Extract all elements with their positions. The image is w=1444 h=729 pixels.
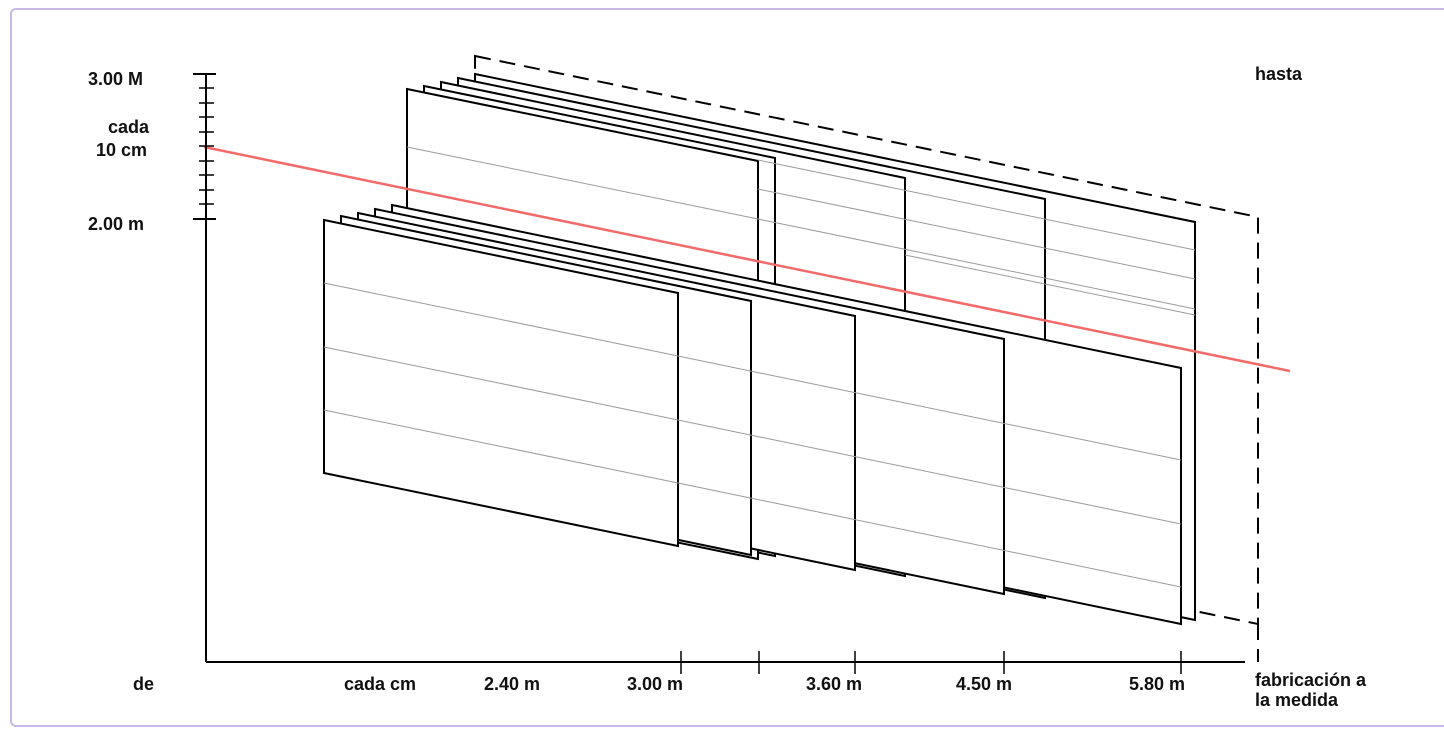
x-label-end-line2: la medida <box>1255 690 1339 710</box>
x-label-end-line1: fabricación a <box>1255 670 1367 690</box>
x-label-start: de <box>133 674 154 694</box>
upper-limit-label: hasta <box>1255 64 1303 84</box>
y-label-step-line1: cada <box>108 117 150 137</box>
x-axis-ticks <box>680 651 1182 674</box>
lower-grid-lines <box>323 282 1182 588</box>
lower-panel-stack <box>323 203 1182 626</box>
y-label-step-line2: 10 cm <box>96 140 147 160</box>
x-label-length-3: 3.60 m <box>806 674 862 694</box>
height-highlight-line <box>203 145 1291 373</box>
x-label-length-1: 2.40 m <box>484 674 540 694</box>
axes <box>193 73 1259 674</box>
y-label-max: 3.00 M <box>88 69 143 89</box>
upper-grid-lines <box>406 146 1196 316</box>
x-label-length-5: 5.80 m <box>1129 674 1185 694</box>
x-label-length-2: 3.00 m <box>627 674 683 694</box>
y-label-min: 2.00 m <box>88 214 144 234</box>
diagram-frame <box>10 8 1444 727</box>
x-label-length-4: 4.50 m <box>956 674 1012 694</box>
x-label-step: cada cm <box>344 674 416 694</box>
y-axis-minor-ticks <box>199 87 214 205</box>
